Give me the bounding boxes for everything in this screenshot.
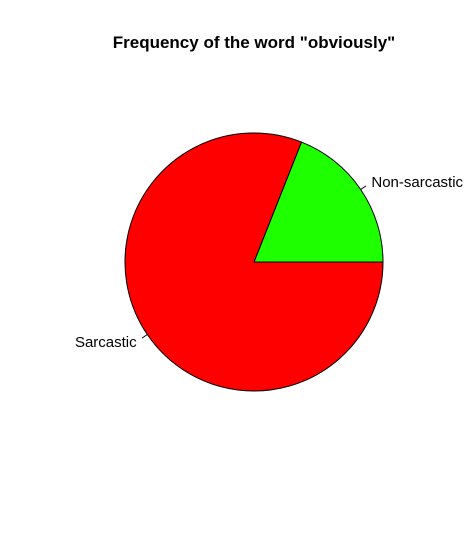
pie-labels: Non-sarcastic Sarcastic bbox=[75, 174, 464, 351]
leader-line-non-sarcastic bbox=[360, 185, 367, 190]
leader-line-sarcastic bbox=[141, 334, 148, 339]
pie-slice-non-sarcastic bbox=[253, 141, 384, 263]
slice-label-non-sarcastic: Non-sarcastic bbox=[371, 174, 463, 191]
pie-slices bbox=[124, 132, 384, 392]
slice-label-sarcastic: Sarcastic bbox=[75, 334, 137, 351]
chart-title: Frequency of the word "obviously" bbox=[113, 33, 395, 52]
